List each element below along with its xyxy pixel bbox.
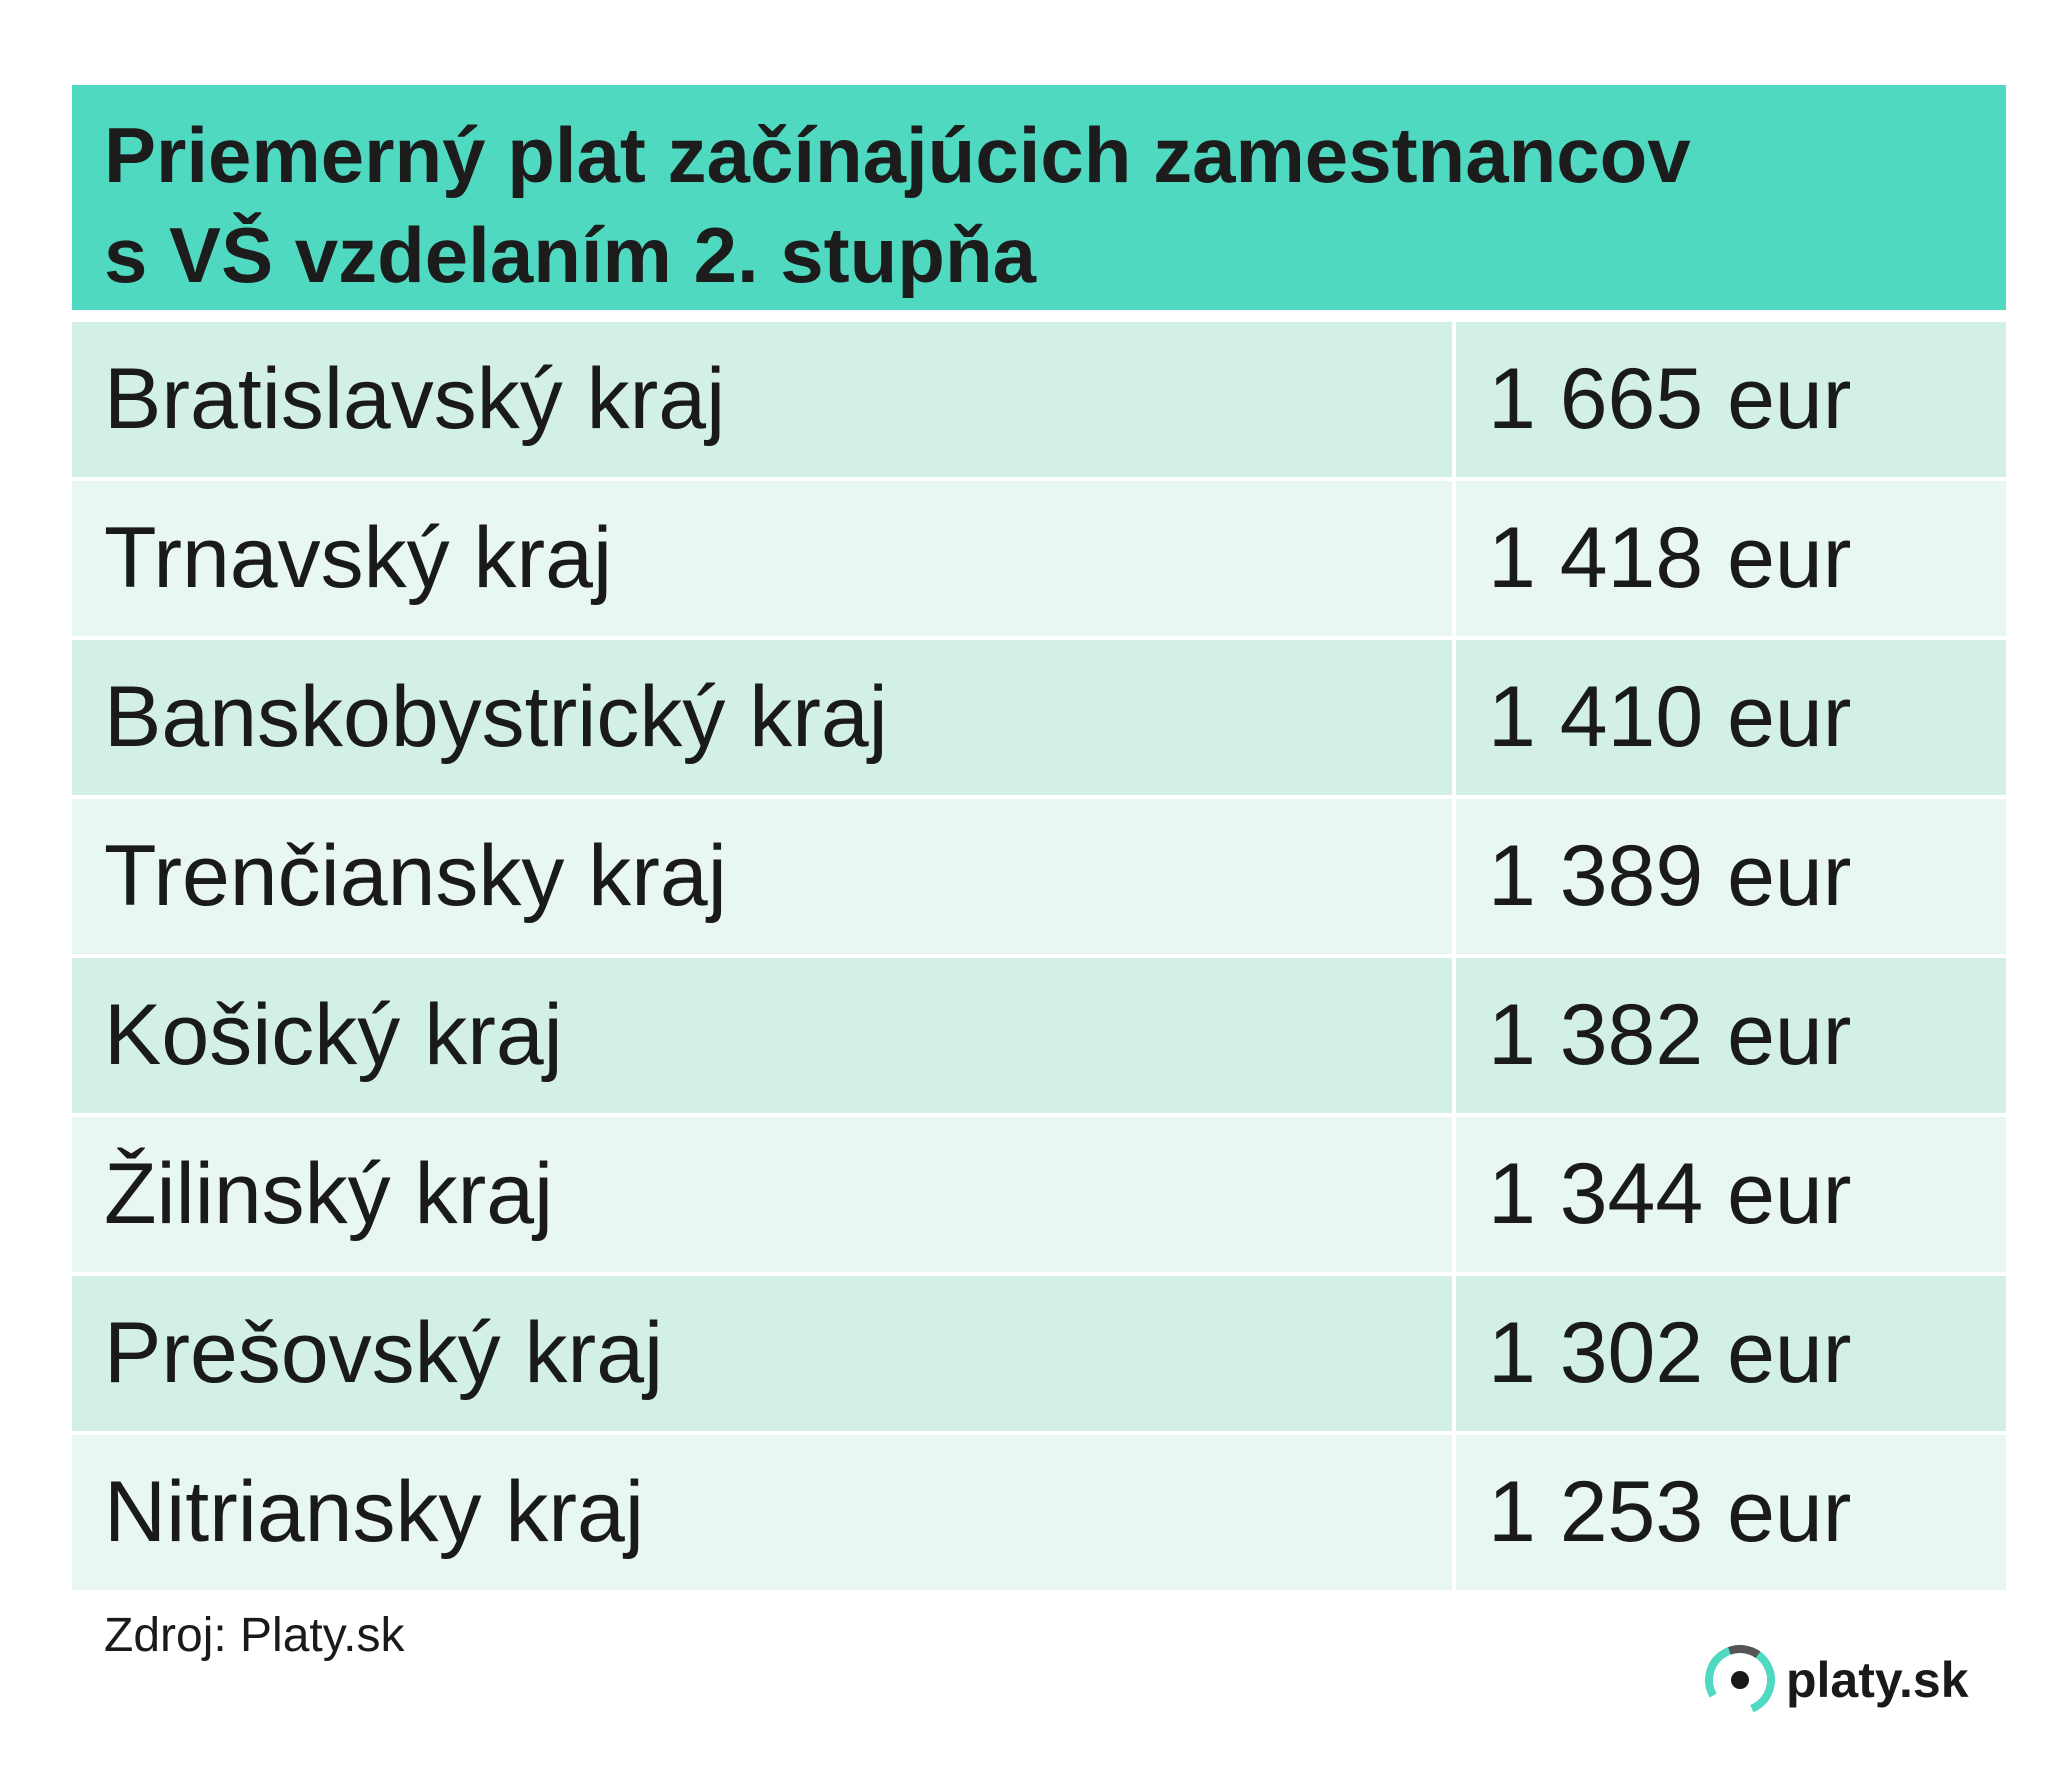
salary-cell: 1 410 eur: [1456, 640, 2006, 795]
table-row: Banskobystrický kraj 1 410 eur: [72, 640, 2006, 795]
table-row: Bratislavský kraj 1 665 eur: [72, 322, 2006, 477]
table-row: Trenčiansky kraj 1 389 eur: [72, 799, 2006, 954]
region-cell: Žilinský kraj: [72, 1117, 1452, 1272]
region-cell: Banskobystrický kraj: [72, 640, 1452, 795]
table-row: Košický kraj 1 382 eur: [72, 958, 2006, 1113]
salary-cell: 1 418 eur: [1456, 481, 2006, 636]
logo-text: platy.sk: [1786, 1652, 1969, 1708]
page-title-line-1: Priemerný plat začínajúcich zamestnancov: [104, 111, 1691, 199]
table-header: Priemerný plat začínajúcich zamestnancov…: [72, 85, 2006, 310]
page-title-line-2: s VŠ vzdelaním 2. stupňa: [104, 211, 1036, 299]
salary-table: Bratislavský kraj 1 665 eur Trnavský kra…: [72, 322, 2006, 1594]
table-row: Žilinský kraj 1 344 eur: [72, 1117, 2006, 1272]
region-cell: Košický kraj: [72, 958, 1452, 1113]
table-row: Nitriansky kraj 1 253 eur: [72, 1435, 2006, 1590]
platy-logo-icon: [1705, 1645, 1775, 1715]
salary-cell: 1 665 eur: [1456, 322, 2006, 477]
salary-cell: 1 253 eur: [1456, 1435, 2006, 1590]
table-row: Trnavský kraj 1 418 eur: [72, 481, 2006, 636]
region-cell: Trenčiansky kraj: [72, 799, 1452, 954]
region-cell: Bratislavský kraj: [72, 322, 1452, 477]
salary-cell: 1 302 eur: [1456, 1276, 2006, 1431]
region-cell: Trnavský kraj: [72, 481, 1452, 636]
platy-logo: platy.sk: [1700, 1640, 1969, 1720]
table-row: Prešovský kraj 1 302 eur: [72, 1276, 2006, 1431]
region-cell: Nitriansky kraj: [72, 1435, 1452, 1590]
salary-cell: 1 344 eur: [1456, 1117, 2006, 1272]
source-note: Zdroj: Platy.sk: [104, 1609, 405, 1662]
salary-cell: 1 389 eur: [1456, 799, 2006, 954]
salary-cell: 1 382 eur: [1456, 958, 2006, 1113]
region-cell: Prešovský kraj: [72, 1276, 1452, 1431]
